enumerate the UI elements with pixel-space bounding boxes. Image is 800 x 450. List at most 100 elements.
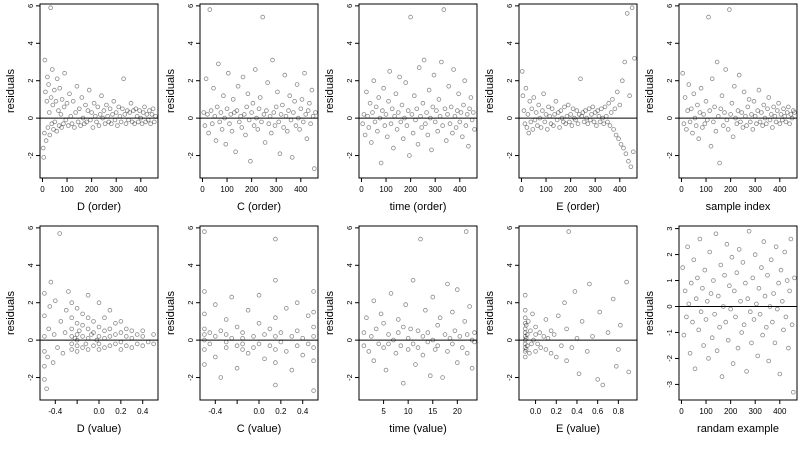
y-tick-label: 0 [505,338,514,342]
data-point [121,76,126,82]
data-point [720,123,726,128]
data-point [118,319,124,324]
data-point [243,132,248,138]
data-point [555,110,561,115]
data-point [610,97,615,102]
x-axis-title: E (value) [556,423,600,435]
data-point [378,311,384,317]
y-tick-label: 4 [26,41,35,45]
data-point [778,267,784,273]
data-point [739,330,744,335]
data-point [777,121,783,126]
data-point [469,365,475,371]
data-point [292,99,297,104]
data-point [46,82,51,87]
data-point [522,315,528,321]
x-tick-label: 300 [589,185,603,194]
data-point [591,119,597,125]
data-point [249,110,254,115]
scatter-panel: 5 10 15 20 -2 0 2 4 6 time (value) residuals [324,225,478,435]
y-tick-label: 0 [665,116,674,120]
data-point [300,335,306,341]
data-point [690,319,695,325]
data-point [413,362,418,367]
x-tick-label: 300 [110,185,124,194]
y-tick-label: 2 [505,301,514,305]
data-point [681,121,687,126]
data-point [80,115,86,121]
data-point [459,345,465,350]
plot-frame [518,225,638,401]
data-point [51,127,56,132]
data-point [373,326,379,332]
data-point [525,112,531,117]
data-point [630,149,636,155]
x-tick-label: 10 [404,407,413,416]
data-point [43,89,48,95]
data-point [698,85,704,91]
data-point [132,121,137,126]
y-tick-label: 0 [345,338,354,342]
data-point [51,87,57,93]
data-point [757,311,763,317]
data-point [746,228,752,234]
data-point [96,324,102,330]
data-point [441,7,447,12]
y-tick-label: 4 [345,263,354,267]
data-point [88,117,93,123]
data-point [386,99,391,104]
x-tick-label: 400 [773,407,787,416]
data-point [395,317,401,322]
data-point [311,345,316,350]
data-point [712,104,717,110]
data-point [521,108,527,113]
data-point [64,100,70,106]
data-point [467,304,472,309]
data-point [525,319,531,324]
data-point [235,84,241,89]
data-point [576,371,582,377]
data-point [250,100,256,106]
x-axis-title: time (order) [390,201,447,213]
data-point [95,104,101,110]
data-point [90,125,96,130]
data-point [222,115,227,121]
data-point [691,91,697,97]
data-point [781,327,786,333]
data-point [522,345,528,350]
data-point [113,110,119,115]
x-tick-label: 200 [564,185,578,194]
plot-frame [678,3,798,179]
data-point [595,108,600,113]
data-point [756,87,762,93]
data-point [687,350,693,356]
data-point [102,315,107,321]
y-tick-label: 0 [665,304,674,308]
data-point [107,343,113,349]
y-tick-label: 4 [26,263,35,267]
data-point [375,128,380,134]
data-point [779,298,785,304]
x-tick-label: 15 [428,407,437,416]
data-point [55,345,60,350]
data-point [733,115,738,121]
data-point [295,115,301,121]
data-point [287,93,293,98]
data-point [522,320,528,326]
data-point [530,311,535,317]
data-point [217,119,223,125]
data-point [760,332,765,338]
data-point [734,270,740,276]
data-point [715,114,721,119]
data-point [245,307,251,313]
data-point [362,132,368,138]
plot-frame [678,225,798,401]
data-point [761,239,767,244]
data-point [388,291,394,296]
data-point [248,158,253,164]
data-point [213,138,219,143]
data-point [724,117,730,123]
data-point [69,121,75,126]
y-axis-title: residuals [5,68,17,113]
data-point [107,326,113,332]
